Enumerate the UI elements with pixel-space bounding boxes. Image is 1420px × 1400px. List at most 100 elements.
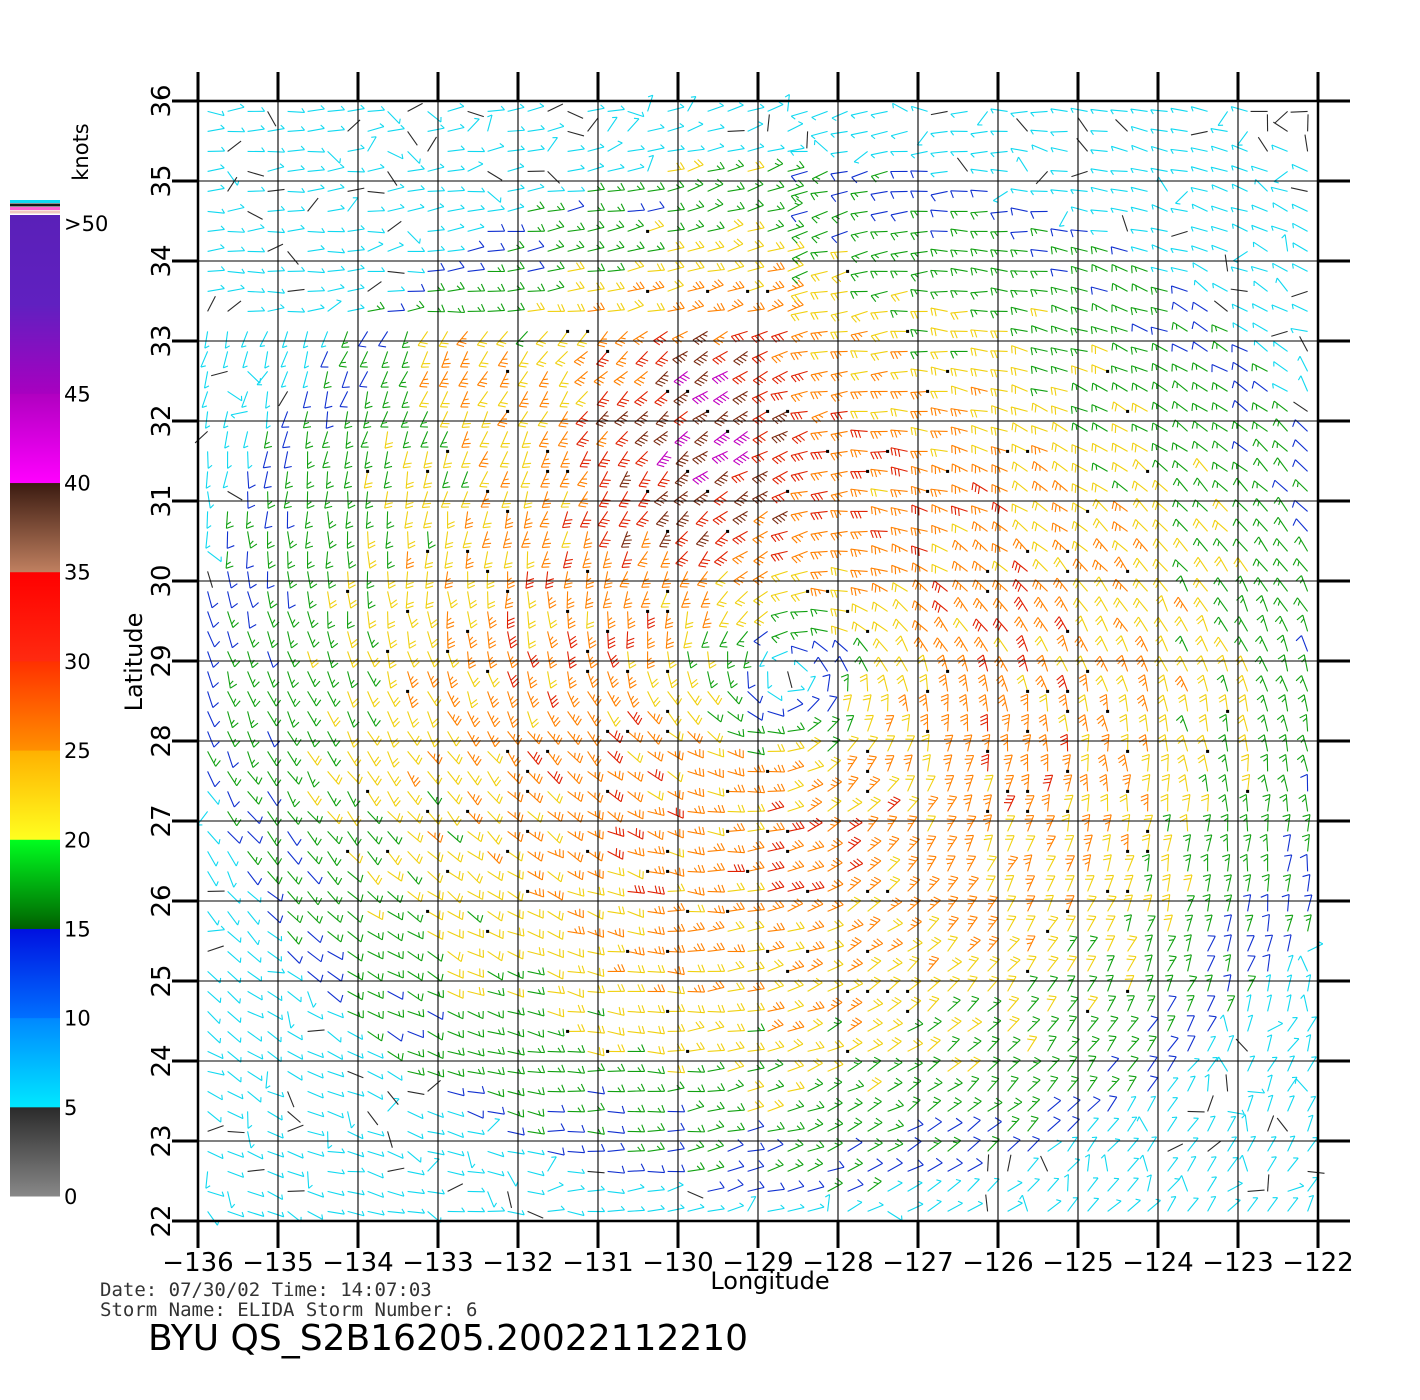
wind-barb xyxy=(707,691,723,706)
wind-barb xyxy=(1187,975,1198,992)
wind-barb xyxy=(947,1035,960,1052)
wind-barb xyxy=(950,330,968,339)
wind-barb xyxy=(964,774,974,792)
wind-barb xyxy=(1090,325,1108,335)
wind-barb xyxy=(830,566,848,576)
wind-barb xyxy=(287,1170,305,1178)
wind-barb xyxy=(567,1004,586,1013)
wind-barb xyxy=(687,1064,706,1073)
wind-barb xyxy=(467,771,482,786)
wind-barb xyxy=(267,1170,284,1179)
wind-barb xyxy=(427,1079,441,1092)
wind-barb xyxy=(267,111,277,127)
wind-barb xyxy=(1058,211,1069,227)
wind-barb xyxy=(1170,148,1188,154)
wind-barb xyxy=(1131,382,1148,392)
wind-barb xyxy=(227,246,246,252)
wind-barb xyxy=(607,944,626,953)
wind-barb xyxy=(345,431,354,449)
wind-barb xyxy=(227,1090,244,1100)
wind-barb xyxy=(620,531,632,548)
wind-barb xyxy=(527,1170,545,1177)
wind-barb xyxy=(1287,1157,1299,1172)
wind-barb xyxy=(547,1147,565,1156)
wind-barb xyxy=(850,587,868,596)
wind-barb xyxy=(367,1070,384,1080)
wind-barb xyxy=(382,391,391,409)
wind-barb xyxy=(287,990,302,1003)
wind-barb xyxy=(867,856,882,872)
wind-barb xyxy=(887,815,898,832)
wind-barb xyxy=(207,1110,222,1123)
wind-barb xyxy=(242,351,249,369)
wind-barb xyxy=(747,671,756,689)
wind-barb xyxy=(427,262,446,272)
wind-barb xyxy=(587,203,606,212)
wind-barb xyxy=(447,1110,465,1118)
wind-barb xyxy=(407,871,423,885)
wind-barb xyxy=(467,262,485,272)
wind-barb xyxy=(447,1010,464,1020)
wind-barb xyxy=(527,240,545,252)
wind-barb xyxy=(267,831,282,846)
wind-barb xyxy=(627,770,644,782)
wind-barb xyxy=(1094,596,1109,612)
wind-barb xyxy=(890,270,908,279)
wind-barb xyxy=(1116,654,1129,672)
wind-barb xyxy=(1141,853,1150,872)
wind-barb xyxy=(347,990,364,1001)
wind-barb xyxy=(1292,518,1309,532)
wind-barb xyxy=(343,471,352,489)
wind-barb xyxy=(1077,117,1089,132)
wind-barb xyxy=(747,981,765,992)
wind-barb xyxy=(307,611,319,629)
wind-barb xyxy=(562,551,573,569)
wind-barb xyxy=(687,1140,705,1152)
wind-barb xyxy=(345,511,354,529)
wind-barb xyxy=(225,551,234,569)
wind-barb xyxy=(507,1029,525,1038)
wind-barb xyxy=(747,961,765,972)
wind-barb xyxy=(752,530,768,545)
wind-barb xyxy=(1067,1136,1078,1152)
wind-barb xyxy=(1102,854,1112,872)
wind-barb xyxy=(607,1125,626,1134)
wind-barb xyxy=(607,711,621,727)
wind-barb xyxy=(667,240,685,252)
wind-barb xyxy=(287,1030,303,1041)
wind-barb xyxy=(827,919,844,932)
wind-barb xyxy=(381,351,390,368)
wind-barb xyxy=(1011,422,1028,433)
wind-barb xyxy=(418,391,429,408)
wind-barb xyxy=(947,957,962,972)
wind-barb xyxy=(1016,674,1030,693)
wind-barb xyxy=(477,391,489,408)
wind-barb xyxy=(1272,202,1288,212)
wind-barb xyxy=(707,827,725,837)
wind-barb xyxy=(790,630,808,640)
wind-barb xyxy=(1070,348,1088,357)
colorbar-tick-label: 45 xyxy=(64,382,91,406)
wind-barb xyxy=(547,870,564,883)
wind-barb xyxy=(507,830,524,843)
wind-barb xyxy=(247,911,261,925)
wind-barb xyxy=(887,1077,903,1092)
wind-barb xyxy=(427,245,445,252)
wind-barb xyxy=(559,391,570,408)
wind-barb xyxy=(1272,262,1288,272)
wind-barb xyxy=(1193,279,1208,292)
wind-barb xyxy=(537,411,549,428)
wind-barb xyxy=(990,267,1008,276)
wind-barb xyxy=(507,126,525,132)
wind-barb xyxy=(1183,954,1192,972)
wind-barb xyxy=(1266,1034,1273,1052)
wind-barb xyxy=(1267,1197,1279,1212)
wind-barb xyxy=(890,170,908,179)
wind-barb xyxy=(1047,935,1059,952)
wind-barb xyxy=(1287,1182,1305,1192)
wind-barb xyxy=(307,731,321,748)
wind-barb xyxy=(930,110,948,116)
wind-barb xyxy=(1047,1116,1061,1132)
colorbar-band xyxy=(10,750,60,840)
wind-barb xyxy=(1163,914,1173,932)
